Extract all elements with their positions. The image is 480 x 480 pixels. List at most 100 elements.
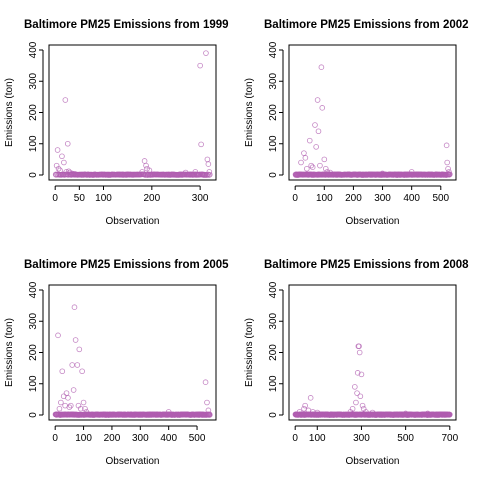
data-point <box>141 158 148 164</box>
data-point <box>359 402 366 409</box>
data-point <box>357 393 364 400</box>
data-point <box>61 159 67 166</box>
data-point <box>354 370 361 376</box>
data-point <box>202 379 209 385</box>
data-point <box>322 165 329 172</box>
data-point <box>71 304 78 310</box>
x-tick-label: 100 <box>316 193 333 204</box>
data-point <box>55 165 62 172</box>
data-point <box>64 140 71 147</box>
data-points <box>52 50 213 178</box>
data-point <box>65 395 71 401</box>
x-tick-label: 100 <box>75 433 92 444</box>
data-point <box>197 62 203 69</box>
data-point <box>70 387 77 393</box>
plot-frame <box>48 284 217 421</box>
data-point <box>444 159 450 166</box>
data-point <box>321 156 328 163</box>
x-tick-label: 100 <box>95 193 112 204</box>
x-tick-label: 300 <box>132 433 149 444</box>
data-point <box>207 171 213 178</box>
data-point <box>205 161 212 167</box>
y-tick-label: 100 <box>28 375 39 392</box>
x-axis-label: Observation <box>346 216 400 227</box>
x-tick-label: 300 <box>192 193 209 204</box>
x-tick-label: 200 <box>143 193 160 204</box>
y-tick-label: 0 <box>268 172 279 178</box>
data-point <box>353 399 359 406</box>
data-point <box>69 362 76 368</box>
plot-frame <box>48 44 217 181</box>
x-tick-label: 0 <box>52 433 58 444</box>
x-axis-label: Observation <box>346 456 400 467</box>
y-tick-label: 200 <box>28 104 39 121</box>
data-point <box>59 368 66 375</box>
y-tick-label: 200 <box>268 344 279 361</box>
data-point <box>446 169 452 175</box>
data-point <box>63 390 70 396</box>
data-point <box>319 105 326 111</box>
data-point <box>54 147 61 153</box>
x-axis-label: Observation <box>106 456 160 467</box>
y-tick-label: 100 <box>28 135 39 152</box>
data-point <box>302 155 309 161</box>
data-point <box>58 399 64 406</box>
data-point <box>443 142 450 149</box>
data-point <box>354 390 360 396</box>
chart-title: Baltimore PM25 Emissions from 2005 <box>24 259 229 271</box>
y-tick-label: 300 <box>268 72 279 89</box>
data-point <box>143 162 149 169</box>
y-tick-label: 0 <box>28 172 39 178</box>
data-point <box>62 97 69 103</box>
data-point <box>312 122 318 128</box>
data-point <box>313 144 319 150</box>
data-point <box>314 97 321 103</box>
x-tick-label: 300 <box>374 193 391 204</box>
data-point <box>67 402 74 409</box>
chart-title: Baltimore PM25 Emissions from 2002 <box>264 19 469 31</box>
y-tick-label: 200 <box>268 104 279 121</box>
data-point <box>352 384 358 390</box>
x-tick-label: 200 <box>345 193 362 204</box>
data-point <box>79 368 85 375</box>
data-point <box>349 405 356 412</box>
y-tick-label: 0 <box>268 412 279 418</box>
data-point <box>204 399 210 406</box>
data-points <box>52 304 213 418</box>
data-point <box>306 137 313 144</box>
chart-title: Baltimore PM25 Emissions from 2008 <box>264 259 469 271</box>
x-tick-label: 500 <box>432 193 449 204</box>
data-points <box>292 64 453 178</box>
y-tick-label: 0 <box>28 412 39 418</box>
data-point <box>74 362 81 368</box>
data-point <box>56 405 63 412</box>
y-axis-label: Emissions (ton) <box>244 78 255 147</box>
x-tick-label: 0 <box>292 433 298 444</box>
data-point <box>358 371 365 378</box>
data-point <box>204 156 211 163</box>
x-tick-label: 300 <box>353 433 370 444</box>
y-tick-label: 300 <box>268 312 279 329</box>
data-point <box>207 412 213 418</box>
data-point <box>356 349 363 356</box>
y-tick-label: 300 <box>28 312 39 329</box>
x-tick-label: 200 <box>104 433 121 444</box>
data-point <box>72 337 79 343</box>
y-tick-label: 200 <box>28 344 39 361</box>
x-tick-label: 400 <box>160 433 177 444</box>
y-tick-label: 400 <box>268 41 279 58</box>
y-tick-label: 300 <box>28 72 39 89</box>
data-point <box>356 343 362 350</box>
data-point <box>301 150 307 156</box>
data-point <box>55 332 61 339</box>
data-point <box>82 405 88 412</box>
data-point <box>318 64 325 70</box>
plot-frame <box>288 44 457 181</box>
data-point <box>302 402 308 409</box>
y-axis-label: Emissions (ton) <box>244 318 255 387</box>
y-tick-label: 100 <box>268 375 279 392</box>
data-point <box>59 153 65 160</box>
chart-title: Baltimore PM25 Emissions from 1999 <box>24 19 229 31</box>
data-point <box>203 50 209 56</box>
